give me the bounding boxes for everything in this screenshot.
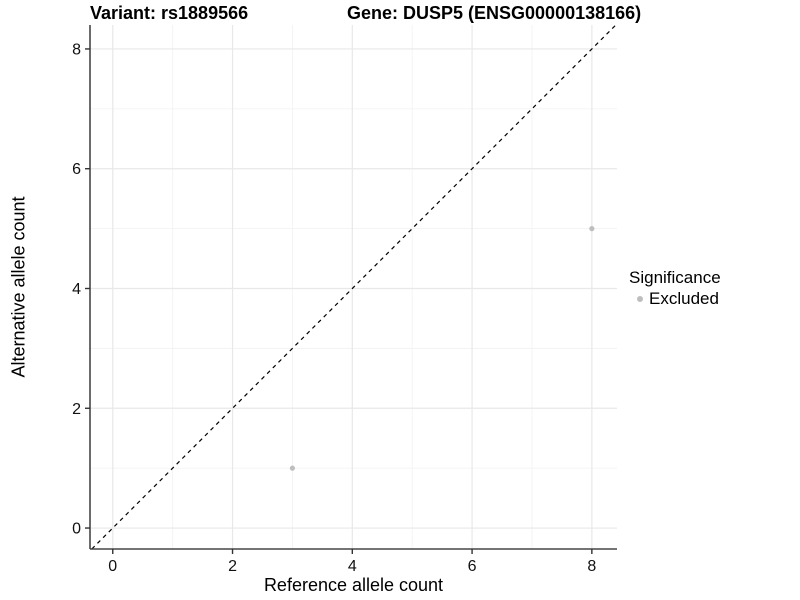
y-axis-title: Alternative allele count <box>8 196 29 378</box>
legend-title: Significance <box>629 268 721 287</box>
y-tick-label: 8 <box>72 41 81 58</box>
legend-item-excluded: Excluded <box>629 289 721 309</box>
x-tick-label: 6 <box>468 558 477 575</box>
x-tick-label: 2 <box>228 558 237 575</box>
y-tick-label: 6 <box>72 161 81 178</box>
y-tick-label: 4 <box>72 281 81 298</box>
identity-line <box>91 24 617 550</box>
data-point <box>289 465 296 471</box>
plot-title-variant: Variant: rs1889566 <box>90 3 249 23</box>
x-tick-label: 8 <box>587 558 596 575</box>
y-tick-label: 2 <box>72 401 81 418</box>
x-tick-label: 4 <box>348 558 357 575</box>
y-tick-label: 0 <box>72 521 81 538</box>
plot-title-gene: Gene: DUSP5 (ENSG00000138166) <box>347 3 642 23</box>
data-point <box>589 226 595 232</box>
x-axis-title: Reference allele count <box>263 575 444 595</box>
legend-item-label: Excluded <box>649 289 719 308</box>
legend: Significance Excluded <box>629 267 721 309</box>
legend-point-swatch <box>637 296 643 302</box>
x-tick-label: 0 <box>108 558 117 575</box>
